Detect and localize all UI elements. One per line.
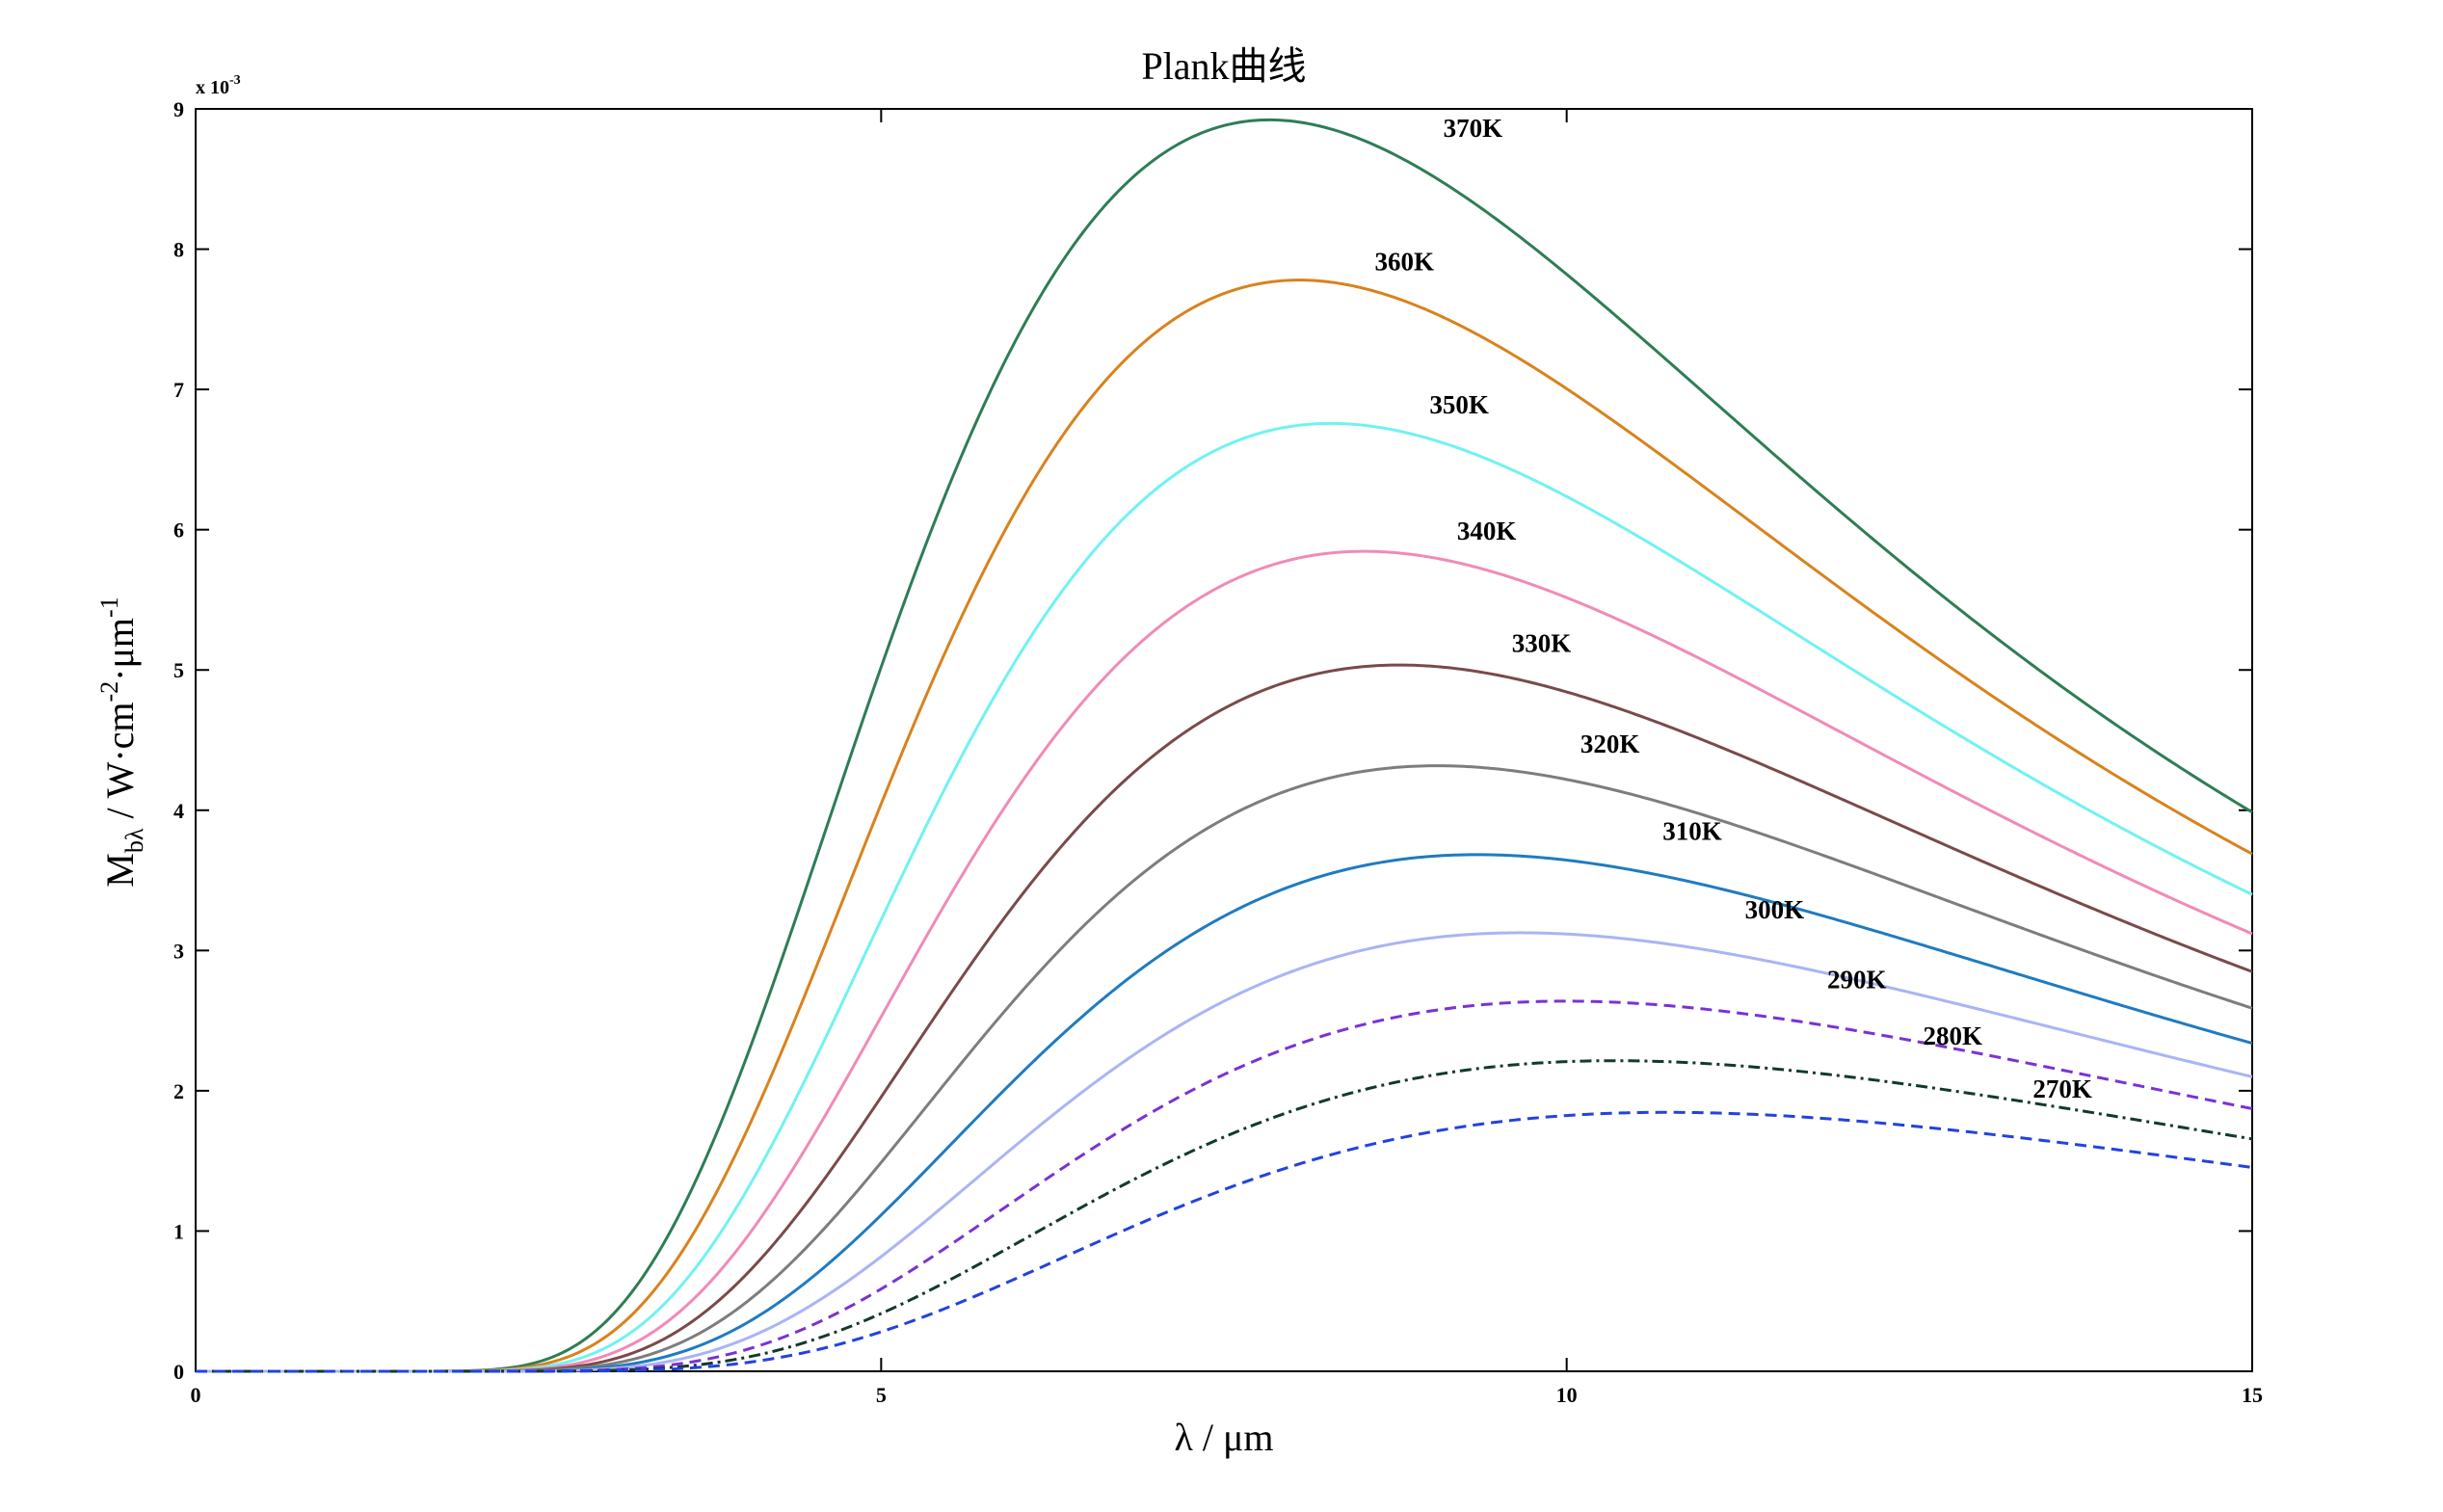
curve-300K [196,931,2253,1373]
curve-label-350K: 350K [1429,390,1489,419]
plot-frame [195,108,2253,1372]
axis-ticks: 0 5 10 15 0 1 2 3 4 5 6 7 8 9 [173,97,2263,1407]
curve-label-330K: 330K [1512,628,1572,657]
y-tick-label: 8 [173,238,184,262]
curve-270K [196,1110,2253,1373]
y-tick-label: 6 [173,518,184,543]
curve-290K [196,999,2253,1373]
x-tick-label: 15 [2242,1383,2263,1407]
x-tick-label: 0 [191,1383,201,1407]
curve-label-group: 370K 360K 350K 340K 330K 320K 310K 300K 290K 280K… [1374,114,2091,1103]
x-tick-label: 5 [876,1383,887,1407]
y-tick-label: 7 [173,378,184,402]
y-tick-label: 4 [173,799,184,823]
y-tick-label: 0 [173,1360,184,1384]
curve-label-280K: 280K [1924,1021,1983,1050]
curve-350K [196,421,2253,1373]
y-tick-label: 9 [173,97,184,121]
curve-310K [196,853,2253,1373]
curve-label-320K: 320K [1580,729,1640,758]
chart-title: Plank曲线 [1141,44,1306,88]
curve-label-310K: 310K [1662,816,1722,845]
curve-360K [196,279,2253,1373]
curve-label-270K: 270K [2032,1074,2092,1103]
curve-280K [196,1059,2253,1373]
curve-label-370K: 370K [1444,114,1503,143]
curve-340K [196,549,2253,1373]
curve-label-360K: 360K [1374,247,1434,276]
y-tick-label: 5 [173,658,184,682]
y-axis-label: Mbλ / W·cm-2·μm-1 [95,597,148,887]
curve-330K [196,663,2253,1373]
y-tick-label: 2 [173,1079,184,1103]
curve-label-290K: 290K [1827,966,1887,995]
y-multiplier: x 10-3 [196,73,241,98]
curve-label-300K: 300K [1745,895,1805,924]
curve-group [196,118,2253,1373]
curve-label-340K: 340K [1457,517,1517,545]
x-axis-label: λ / μm [1174,1416,1273,1459]
curve-370K [196,118,2253,1373]
y-tick-label: 3 [173,939,184,963]
x-tick-label: 10 [1556,1383,1578,1407]
y-tick-label: 1 [173,1219,184,1243]
curve-320K [196,764,2253,1373]
